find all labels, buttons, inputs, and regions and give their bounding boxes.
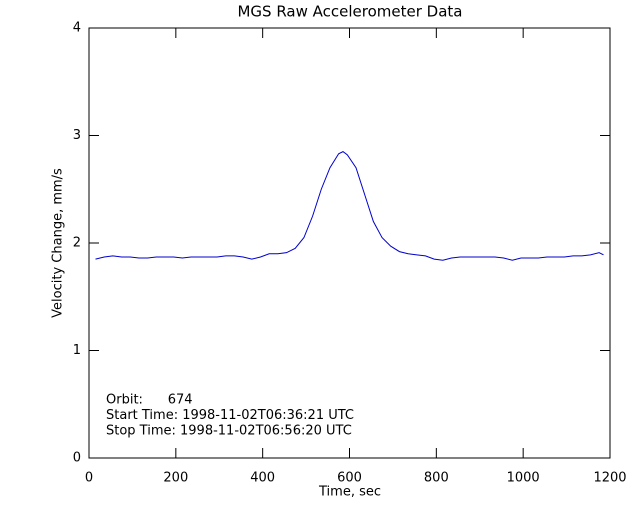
y-tick-label: 3 bbox=[73, 128, 81, 143]
x-tick-label: 1200 bbox=[593, 471, 626, 486]
x-tick-label: 0 bbox=[85, 471, 93, 486]
x-tick-label: 1000 bbox=[507, 471, 540, 486]
y-tick-label: 2 bbox=[73, 236, 81, 251]
y-tick-label: 4 bbox=[73, 21, 81, 36]
y-axis-label: Velocity Change, mm/s bbox=[51, 168, 66, 318]
data-line bbox=[95, 151, 604, 261]
x-tick-label: 800 bbox=[424, 471, 449, 486]
annotation: Orbit: 674 bbox=[106, 393, 193, 408]
x-axis-label: Time, sec bbox=[318, 485, 381, 500]
annotation: Start Time: 1998-11-02T06:36:21 UTC bbox=[106, 408, 354, 423]
annotation: Stop Time: 1998-11-02T06:56:20 UTC bbox=[106, 424, 352, 439]
x-tick-label: 400 bbox=[250, 471, 275, 486]
y-tick-label: 0 bbox=[73, 451, 81, 466]
x-tick-label: 600 bbox=[337, 471, 362, 486]
x-tick-label: 200 bbox=[163, 471, 188, 486]
y-tick-label: 1 bbox=[73, 343, 81, 358]
chart-title: MGS Raw Accelerometer Data bbox=[237, 3, 462, 21]
